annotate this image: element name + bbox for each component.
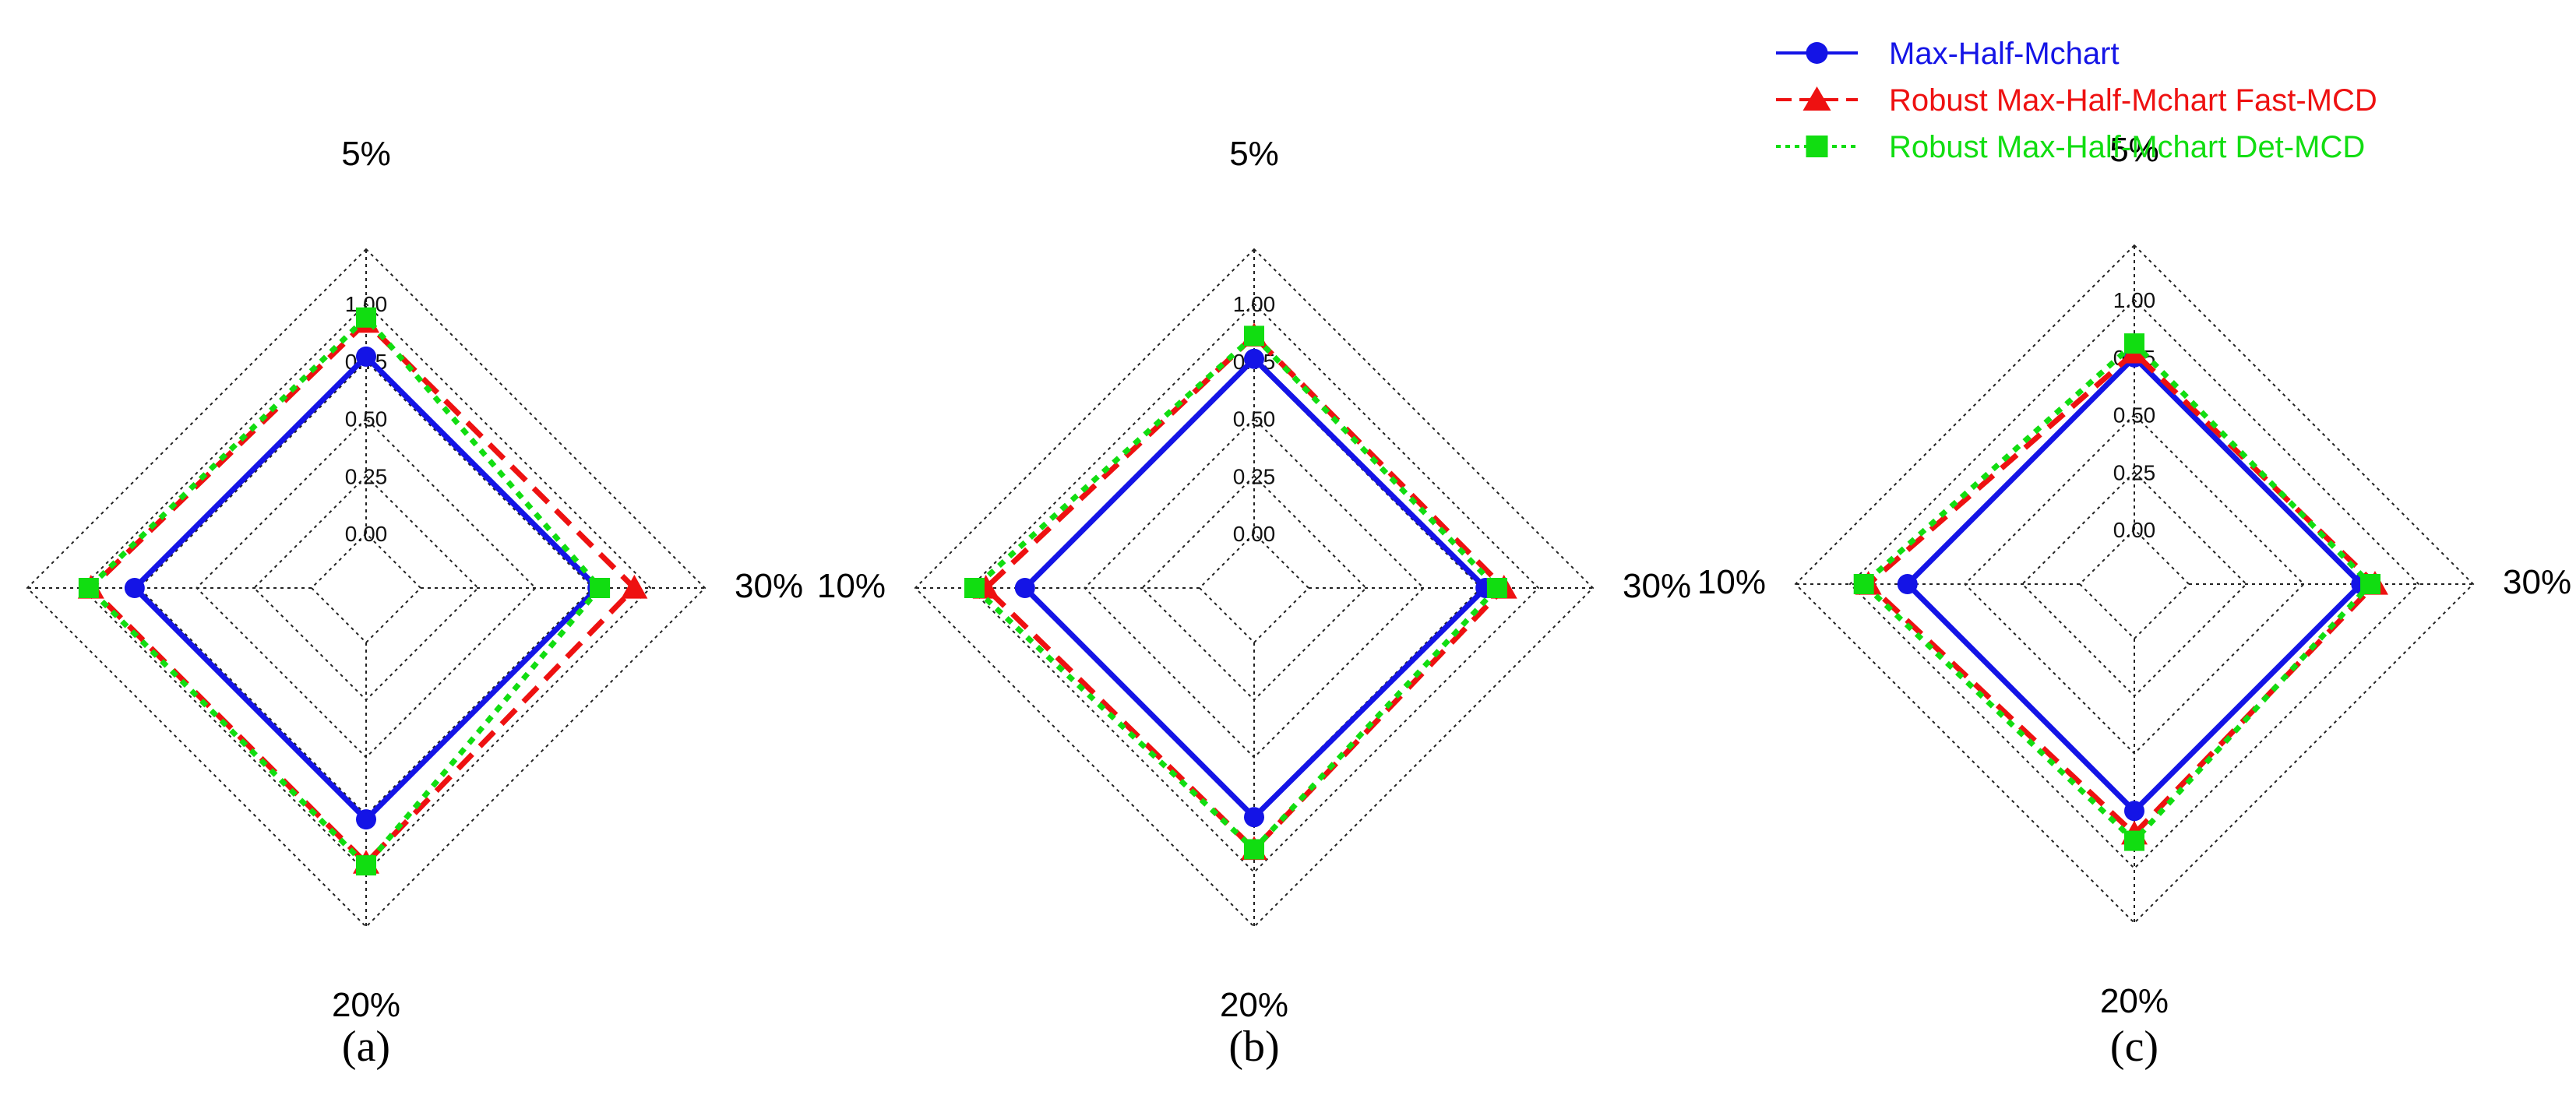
axis-label: 5% bbox=[341, 135, 391, 173]
series-line bbox=[84, 313, 604, 870]
series-point bbox=[2124, 830, 2144, 851]
panel-label: (a) bbox=[342, 1023, 390, 1071]
axis-label: 30% bbox=[2503, 563, 2571, 601]
tick-label: 0.50 bbox=[1233, 407, 1276, 431]
series-point bbox=[1853, 574, 1874, 594]
radar-panel-3: 0.000.250.500.751.005%10%20%30%(c) bbox=[1697, 131, 2571, 1071]
legend-entry: Robust Max-Half-Mchart Det-MCD bbox=[1776, 130, 2365, 164]
panel-label: (b) bbox=[1228, 1023, 1279, 1071]
series-point bbox=[356, 346, 376, 367]
axis-label: 30% bbox=[1623, 567, 1691, 605]
series-point bbox=[1244, 348, 1264, 369]
axis-label: 20% bbox=[2100, 982, 2169, 1020]
tick-label: 0.00 bbox=[345, 522, 388, 546]
legend-marker bbox=[1802, 86, 1831, 111]
grid-ring bbox=[1198, 532, 1310, 644]
axis-label: 10% bbox=[1697, 563, 1766, 601]
series-point bbox=[1014, 578, 1035, 598]
tick-label: 0.25 bbox=[2113, 460, 2156, 484]
legend-marker bbox=[1806, 136, 1828, 157]
legend-marker bbox=[1806, 42, 1828, 64]
series-line bbox=[86, 318, 639, 868]
series-point bbox=[2124, 333, 2144, 354]
series-point bbox=[590, 578, 611, 598]
series-point bbox=[356, 855, 376, 876]
axis-label: 30% bbox=[735, 567, 803, 605]
series-point bbox=[1244, 839, 1264, 860]
series-line bbox=[981, 332, 1508, 854]
series-point bbox=[78, 578, 99, 598]
tick-label: 0.00 bbox=[1233, 522, 1276, 546]
series-point bbox=[621, 575, 648, 599]
grid-ring bbox=[2078, 528, 2190, 640]
tick-label: 0.50 bbox=[345, 407, 388, 431]
series-point bbox=[2124, 801, 2144, 822]
tick-label: 0.00 bbox=[2113, 518, 2156, 542]
series-point bbox=[1244, 807, 1264, 828]
tick-label: 0.25 bbox=[345, 464, 388, 488]
grid-ring bbox=[80, 302, 652, 874]
axis-label: 20% bbox=[1220, 986, 1288, 1024]
tick-label: 0.50 bbox=[2113, 403, 2156, 428]
axis-label: 20% bbox=[332, 986, 400, 1024]
legend: Max-Half-Mchart Robust Max-Half-Mchart Fa… bbox=[1776, 37, 2377, 164]
radar-panels: 0.000.250.500.751.005%10%20%30%(a)0.000.… bbox=[26, 131, 2571, 1071]
radar-panel-2: 0.000.250.500.751.005%10%20%30%(b) bbox=[817, 135, 1691, 1071]
legend-label: Robust Max-Half-Mchart Det-MCD bbox=[1889, 130, 2365, 164]
series-point bbox=[1486, 578, 1507, 598]
axis-label: 5% bbox=[1229, 135, 1279, 173]
legend-label: Max-Half-Mchart bbox=[1889, 37, 2120, 71]
axis-label: 10% bbox=[817, 567, 886, 605]
axis-label: 5% bbox=[2109, 131, 2159, 169]
tick-label: 0.25 bbox=[1233, 464, 1276, 488]
series-point bbox=[1897, 574, 1918, 594]
tick-label: 1.00 bbox=[2113, 288, 2156, 312]
legend-entry: Max-Half-Mchart bbox=[1776, 37, 2120, 71]
legend-entry: Robust Max-Half-Mchart Fast-MCD bbox=[1776, 83, 2377, 118]
tick-label: 1.00 bbox=[1233, 292, 1276, 316]
series-point bbox=[356, 307, 376, 328]
grid-ring bbox=[310, 532, 422, 644]
series-point bbox=[356, 809, 376, 830]
grid-ring bbox=[968, 302, 1540, 874]
radar-panel-1: 0.000.250.500.751.005%10%20%30%(a) bbox=[26, 135, 803, 1071]
panel-label: (c) bbox=[2110, 1023, 2158, 1071]
legend-label: Robust Max-Half-Mchart Fast-MCD bbox=[1889, 83, 2377, 118]
series-point bbox=[1244, 326, 1264, 347]
series-point bbox=[124, 578, 145, 598]
series-point bbox=[2360, 574, 2381, 594]
series-point bbox=[964, 578, 985, 598]
grid-ring bbox=[1848, 298, 2420, 870]
